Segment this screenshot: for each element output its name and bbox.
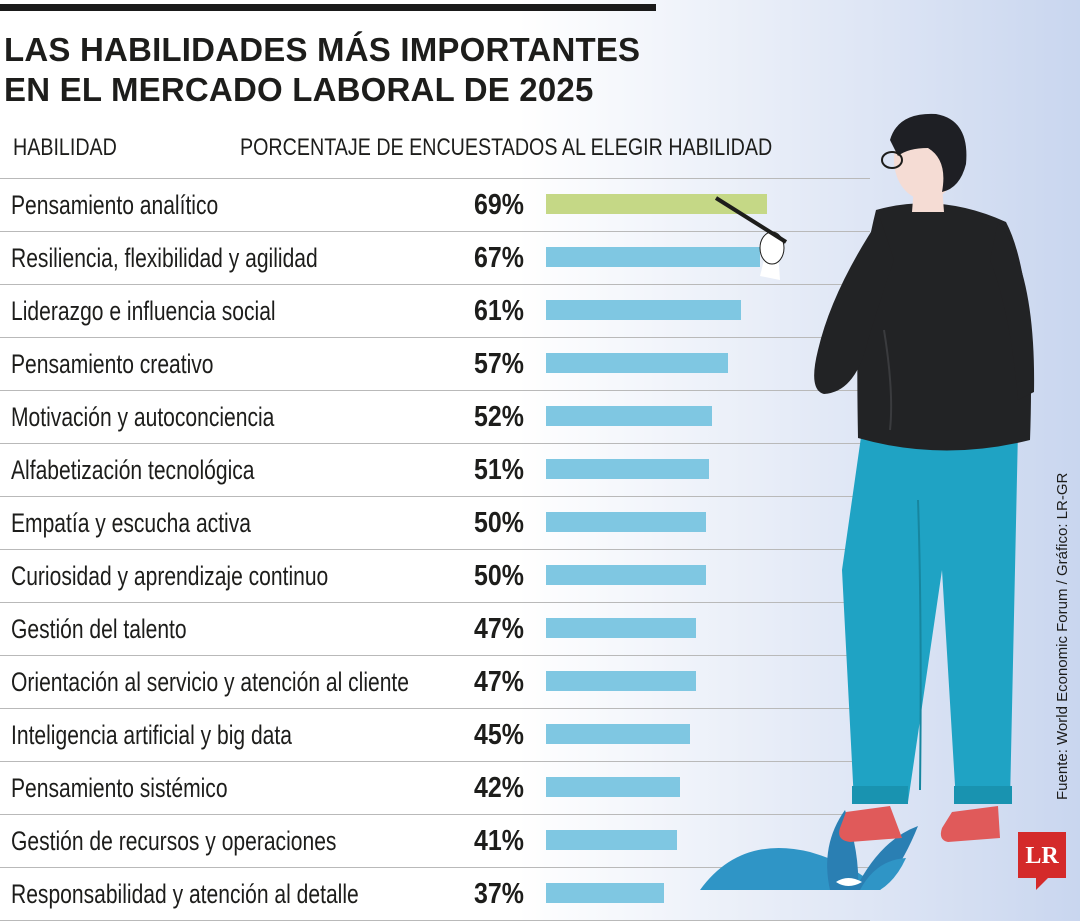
category-label: Pensamiento sistémico: [11, 773, 228, 803]
data-label: 67%: [474, 242, 524, 274]
data-label: 45%: [474, 719, 524, 751]
data-label: 51%: [474, 454, 524, 486]
bar: [546, 883, 664, 903]
category-label: Alfabetización tecnológica: [11, 455, 255, 485]
bar: [546, 618, 696, 638]
lr-logo-text: LR: [1025, 843, 1059, 869]
source-note: Fuente: World Economic Forum / Gráfico: …: [1054, 472, 1071, 800]
chart-row: Gestión de recursos y operaciones 41%: [0, 815, 870, 868]
category-label: Gestión del talento: [11, 614, 187, 644]
category-label: Pensamiento analítico: [11, 190, 219, 220]
bar-chart: Pensamiento analítico 69% Resiliencia, fle…: [0, 178, 870, 921]
chart-row: Pensamiento analítico 69%: [0, 178, 870, 232]
chart-row: Curiosidad y aprendizaje continuo 50%: [0, 550, 870, 603]
data-label: 69%: [474, 189, 524, 221]
category-label: Liderazgo e influencia social: [11, 296, 276, 326]
bar: [546, 300, 741, 320]
data-label: 57%: [474, 348, 524, 380]
chart-row: Empatía y escucha activa 50%: [0, 497, 870, 550]
column-header-skill: HABILIDAD: [13, 134, 117, 161]
category-label: Empatía y escucha activa: [11, 508, 251, 538]
data-label: 47%: [474, 613, 524, 645]
data-label: 42%: [474, 772, 524, 804]
category-label: Orientación al servicio y atención al cl…: [11, 667, 410, 697]
bar: [546, 459, 709, 479]
category-label: Resiliencia, flexibilidad y agilidad: [11, 243, 318, 273]
data-label: 41%: [474, 825, 524, 857]
chart-row: Pensamiento sistémico 42%: [0, 762, 870, 815]
title-rule: [0, 4, 656, 11]
lr-logo: LR: [1018, 832, 1066, 890]
bar: [546, 353, 728, 373]
bar: [546, 724, 690, 744]
data-label: 37%: [474, 878, 524, 910]
chart-row: Orientación al servicio y atención al cl…: [0, 656, 870, 709]
chart-row: Resiliencia, flexibilidad y agilidad 67%: [0, 232, 870, 285]
column-header-percentage: PORCENTAJE DE ENCUESTADOS AL ELEGIR HABI…: [240, 134, 773, 161]
chart-row: Motivación y autoconciencia 52%: [0, 391, 870, 444]
data-label: 47%: [474, 666, 524, 698]
data-label: 52%: [474, 401, 524, 433]
data-label: 50%: [474, 560, 524, 592]
chart-title-line-2: EN EL MERCADO LABORAL DE 2025: [4, 71, 594, 108]
man-pointing-illustration: [700, 113, 1035, 890]
category-label: Curiosidad y aprendizaje continuo: [11, 561, 329, 591]
chart-title: LAS HABILIDADES MÁS IMPORTANTES EN EL ME…: [4, 30, 640, 110]
bar: [546, 247, 760, 267]
lr-logo-badge: [1018, 832, 1066, 890]
category-label: Inteligencia artificial y big data: [11, 720, 292, 750]
bar: [546, 777, 680, 797]
category-label: Motivación y autoconciencia: [11, 402, 275, 432]
bar: [546, 565, 706, 585]
bar: [546, 512, 706, 532]
data-label: 50%: [474, 507, 524, 539]
category-label: Responsabilidad y atención al detalle: [11, 879, 359, 909]
chart-row: Gestión del talento 47%: [0, 603, 870, 656]
category-label: Pensamiento creativo: [11, 349, 214, 379]
chart-row: Pensamiento creativo 57%: [0, 338, 870, 391]
bar: [546, 406, 712, 426]
chart-row: Alfabetización tecnológica 51%: [0, 444, 870, 497]
chart-row: Inteligencia artificial y big data 45%: [0, 709, 870, 762]
chart-row: Liderazgo e influencia social 61%: [0, 285, 870, 338]
bar: [546, 830, 677, 850]
bar: [546, 194, 767, 214]
bar: [546, 671, 696, 691]
category-label: Gestión de recursos y operaciones: [11, 826, 337, 856]
chart-title-line-1: LAS HABILIDADES MÁS IMPORTANTES: [4, 31, 641, 68]
data-label: 61%: [474, 295, 524, 327]
